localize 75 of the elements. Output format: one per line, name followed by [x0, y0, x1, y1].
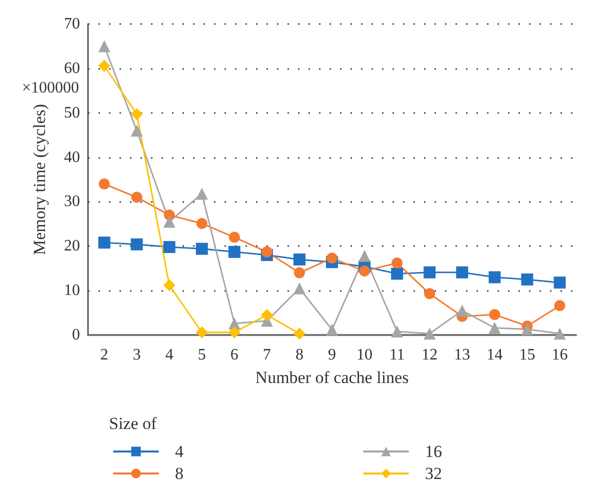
point	[392, 258, 403, 269]
point	[163, 279, 176, 292]
point	[261, 246, 272, 258]
point	[196, 326, 208, 338]
x-tick-label: 5	[198, 346, 206, 364]
point	[196, 218, 208, 229]
x-tick-label: 8	[295, 346, 304, 364]
point	[130, 124, 143, 137]
x-tick-label: 15	[519, 346, 536, 364]
y-tick-label: 70	[64, 16, 80, 32]
point	[488, 271, 501, 284]
y-tick-label: 40	[64, 148, 80, 166]
point	[163, 241, 176, 254]
x-tick-label: 9	[328, 346, 336, 364]
y-tick-label: 30	[64, 193, 80, 210]
legend-label: 16	[425, 442, 442, 461]
y-tick-label: 0	[72, 326, 80, 344]
legend-title: Size of	[109, 414, 158, 433]
legend-label: 8	[175, 464, 184, 483]
point	[554, 276, 566, 289]
x-tick-label: 10	[356, 346, 373, 364]
point	[293, 328, 306, 340]
point	[228, 246, 240, 258]
x-tick-label: 16	[552, 346, 568, 364]
x-tick-label: 7	[262, 346, 271, 364]
legend-label: 32	[425, 464, 442, 483]
x-tick-label: 3	[132, 346, 141, 364]
y-tick-label: 10	[64, 282, 80, 300]
point	[326, 324, 338, 336]
point	[294, 267, 305, 278]
y-axis-title: Memory time (cycles)	[30, 104, 49, 256]
point	[228, 232, 240, 243]
x-tick-label: 2	[100, 346, 108, 364]
point	[260, 309, 273, 322]
point	[489, 309, 500, 320]
point	[130, 108, 143, 120]
legend-label: 4	[175, 442, 184, 461]
point	[98, 178, 110, 190]
point	[130, 238, 143, 250]
point	[424, 266, 436, 278]
point	[391, 325, 404, 338]
point	[521, 273, 534, 286]
point	[359, 266, 370, 277]
point	[554, 300, 566, 312]
point	[456, 266, 468, 278]
x-tick-label: 13	[454, 346, 470, 364]
y-tick-label: 20	[64, 238, 80, 255]
point	[163, 216, 176, 228]
text: ×100000	[22, 80, 80, 96]
point	[293, 253, 306, 266]
point	[488, 322, 501, 334]
point	[98, 60, 110, 72]
point	[391, 268, 404, 280]
point	[98, 40, 110, 52]
point	[131, 192, 142, 203]
point	[521, 323, 534, 336]
point	[424, 288, 436, 300]
x-tick-label: 12	[422, 346, 438, 364]
point	[326, 252, 338, 264]
point	[98, 236, 110, 249]
point	[228, 326, 240, 338]
point	[196, 242, 208, 255]
x-tick-label: 6	[230, 346, 238, 364]
y-tick-label: 60	[64, 60, 80, 77]
point	[554, 328, 566, 340]
point	[456, 304, 468, 317]
point	[424, 328, 436, 340]
point	[196, 188, 208, 200]
point	[358, 250, 371, 262]
point	[293, 282, 306, 294]
x-axis-title: Number of cache lines	[255, 368, 409, 387]
x-tick-label: 4	[165, 346, 174, 364]
y-tick-label: 50	[64, 104, 80, 122]
x-tick-label: 11	[389, 346, 405, 364]
x-tick-label: 14	[486, 346, 503, 364]
